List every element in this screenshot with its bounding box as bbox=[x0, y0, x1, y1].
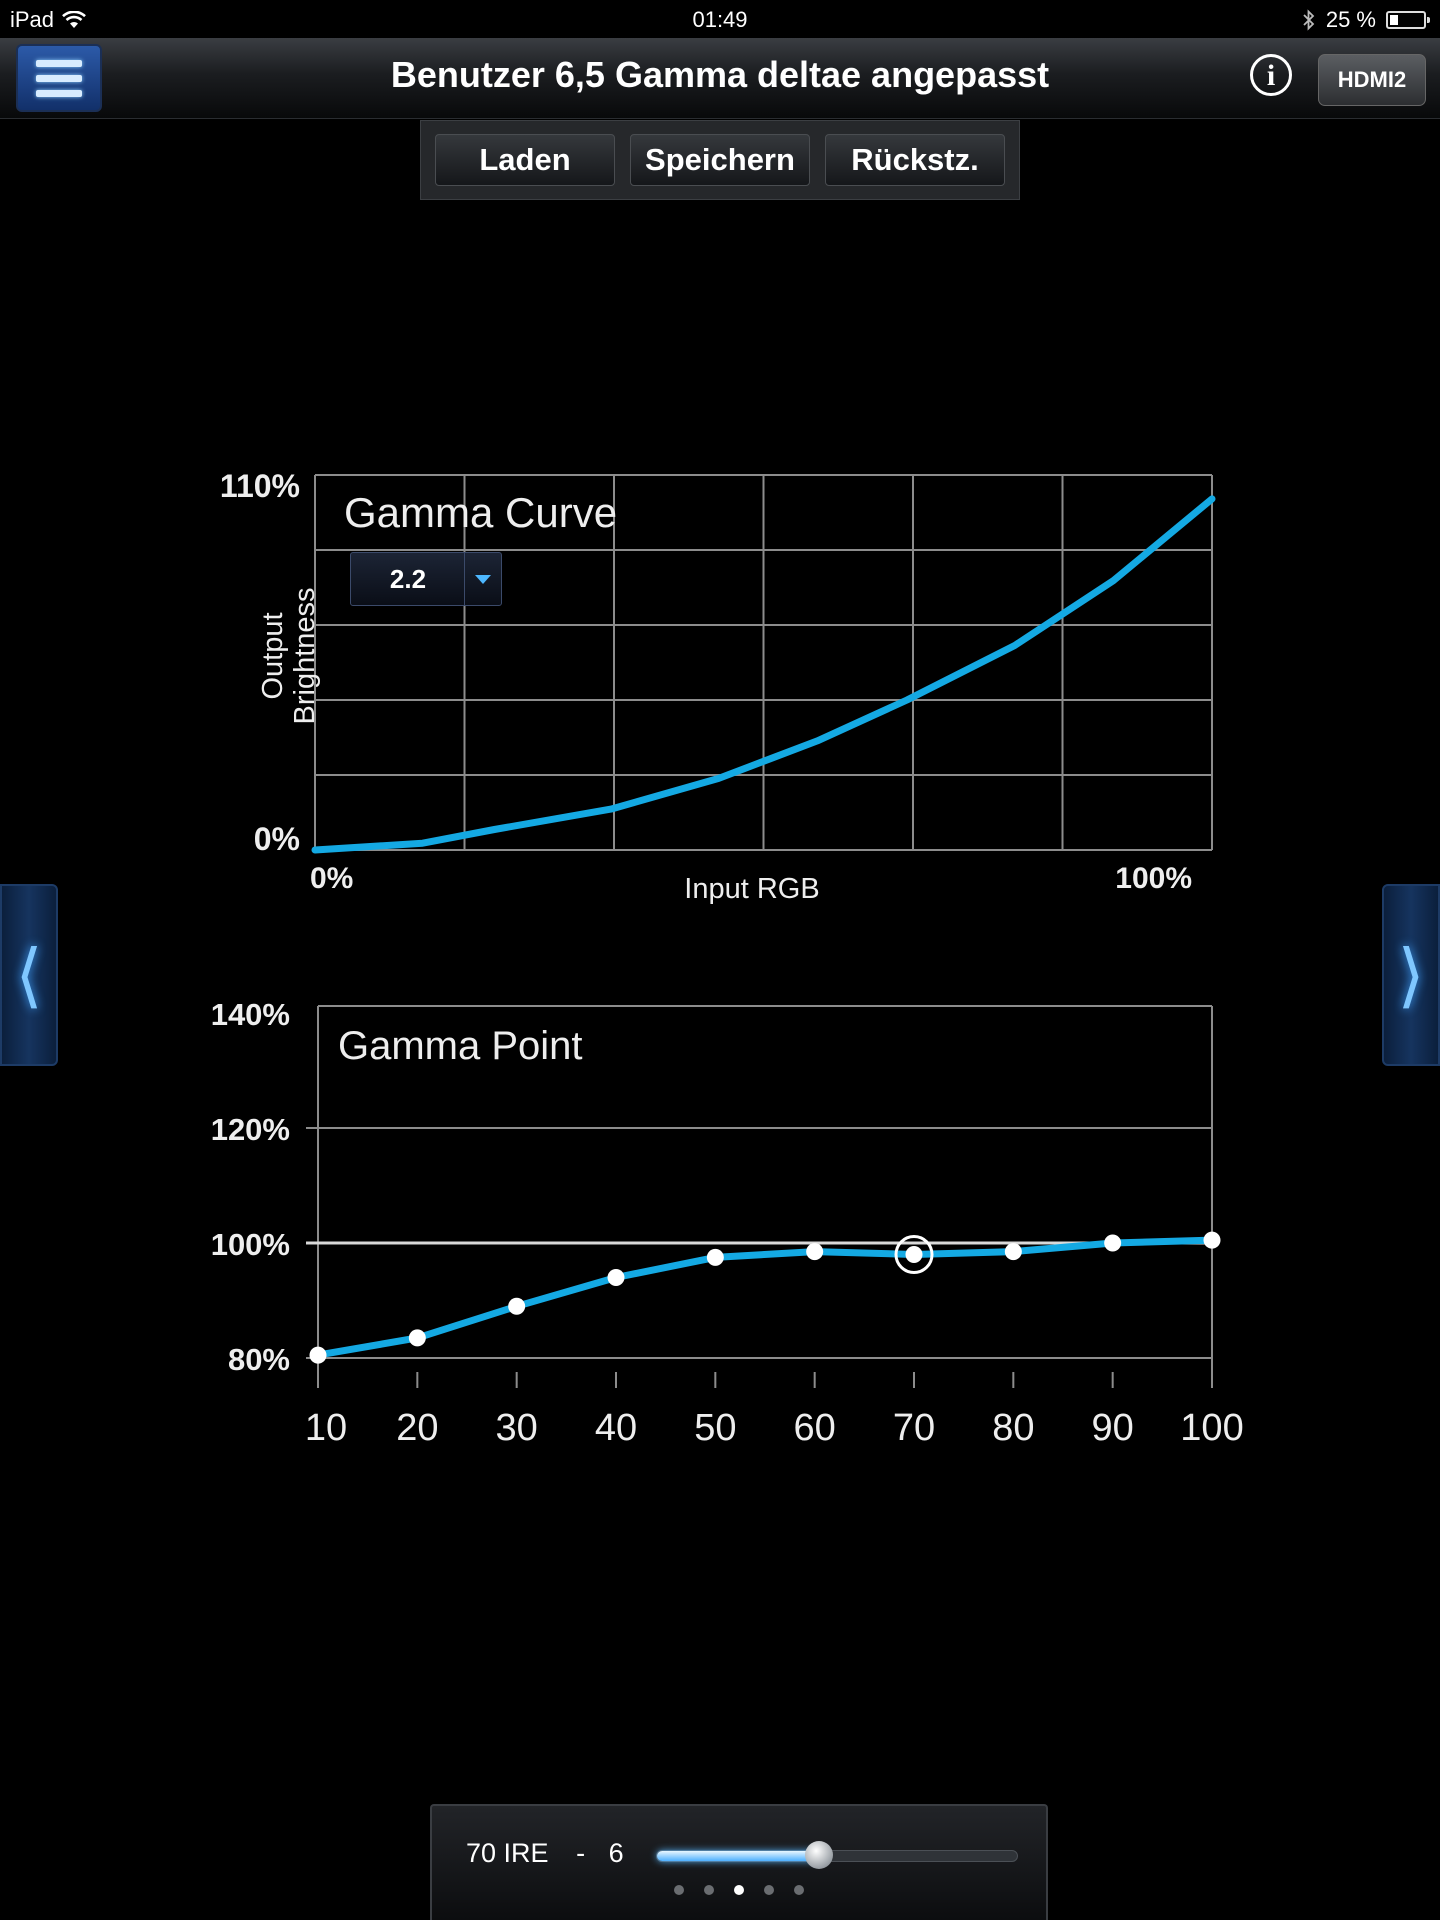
selected-point-ring bbox=[894, 1235, 934, 1274]
curve-ylabel: OutputBrightness bbox=[257, 587, 321, 724]
point-xtick-label: 10 bbox=[305, 1407, 347, 1449]
point-xtick-label: 70 bbox=[893, 1407, 935, 1449]
gamma-curve-series-line bbox=[311, 495, 1216, 854]
ire-readout: 70 IRE - 6 bbox=[466, 1838, 624, 1869]
status-bar: iPad 01:49 25 % bbox=[0, 0, 1440, 38]
page-dot[interactable] bbox=[794, 1885, 804, 1895]
page-indicator bbox=[432, 1882, 1046, 1900]
ire-adjust-panel: 70 IRE - 6 bbox=[430, 1804, 1048, 1920]
gamma-point-series-line bbox=[317, 1236, 1213, 1359]
clock: 01:49 bbox=[692, 7, 748, 32]
gamma-point-marker[interactable] bbox=[408, 1329, 426, 1347]
gamma-select[interactable]: 2.2 bbox=[350, 552, 502, 606]
curve-xtick-left: 0% bbox=[310, 862, 353, 895]
point-ytick-label: 120% bbox=[211, 1112, 290, 1147]
gamma-point-marker[interactable] bbox=[607, 1269, 625, 1286]
gamma-point-marker[interactable] bbox=[1004, 1243, 1022, 1261]
curve-xtick-right: 100% bbox=[1115, 862, 1192, 895]
gamma-select-value: 2.2 bbox=[389, 564, 427, 594]
battery-icon bbox=[1386, 11, 1430, 29]
wifi-icon bbox=[62, 11, 86, 28]
info-icon[interactable]: i bbox=[1250, 54, 1292, 96]
point-xtick-label: 40 bbox=[595, 1407, 637, 1449]
battery-fill bbox=[1390, 15, 1398, 25]
page-dot[interactable] bbox=[734, 1885, 744, 1895]
ire-slider-knob[interactable] bbox=[805, 1841, 833, 1869]
curve-xlabel: Input RGB bbox=[684, 873, 819, 905]
chevron-down-icon[interactable] bbox=[464, 553, 501, 605]
gamma-point-marker[interactable] bbox=[1203, 1231, 1221, 1249]
reset-button[interactable]: Rückstz. bbox=[825, 134, 1005, 186]
ire-value: 6 bbox=[608, 1838, 624, 1868]
gamma-curve-grid bbox=[314, 474, 1213, 851]
gamma-point-marker[interactable] bbox=[508, 1297, 526, 1315]
gamma-point-marker[interactable] bbox=[806, 1243, 824, 1261]
ire-separator: - bbox=[576, 1838, 586, 1868]
action-bar: Laden Speichern Rückstz. bbox=[420, 120, 1020, 200]
page-dot[interactable] bbox=[704, 1885, 714, 1895]
device-label: iPad bbox=[10, 7, 55, 32]
ire-slider[interactable] bbox=[656, 1841, 1018, 1869]
menu-button[interactable] bbox=[16, 44, 102, 112]
battery-percent: 25 % bbox=[1325, 7, 1376, 32]
previous-page-button[interactable]: ⟨ bbox=[0, 884, 58, 1066]
chevron-left-icon: ⟨ bbox=[15, 934, 43, 1016]
page-dot[interactable] bbox=[674, 1885, 684, 1895]
point-xtick-label: 80 bbox=[992, 1407, 1034, 1449]
chevron-right-icon: ⟩ bbox=[1397, 934, 1425, 1016]
point-ytick-label: 80% bbox=[228, 1342, 290, 1377]
menu-icon-bar bbox=[36, 74, 82, 82]
gamma-point-markers bbox=[309, 1231, 1221, 1364]
point-xtick-label: 100 bbox=[1180, 1407, 1243, 1449]
bluetooth-icon bbox=[1303, 9, 1315, 31]
point-xtick-label: 90 bbox=[1092, 1407, 1134, 1449]
ire-slider-fill bbox=[657, 1851, 819, 1861]
gamma-point-marker[interactable] bbox=[706, 1248, 724, 1266]
page-dot[interactable] bbox=[764, 1885, 774, 1895]
gamma-point-x-ticks: 10 20 30 40 50 60 70 80 90 100 bbox=[305, 1372, 1244, 1449]
page-title: Benutzer 6,5 Gamma deltae angepasst bbox=[390, 54, 1050, 95]
gamma-curve-title: Gamma Curve bbox=[344, 489, 617, 536]
ire-label: 70 IRE bbox=[466, 1838, 549, 1868]
point-ytick-label: 140% bbox=[211, 997, 290, 1032]
curve-ytick-top: 110% bbox=[220, 468, 300, 504]
point-xtick-label: 60 bbox=[794, 1407, 836, 1449]
save-button[interactable]: Speichern bbox=[630, 134, 810, 186]
title-bar: Benutzer 6,5 Gamma deltae angepasst i HD… bbox=[0, 38, 1440, 119]
point-xtick-label: 30 bbox=[496, 1407, 538, 1449]
menu-icon-bar bbox=[36, 59, 82, 67]
gamma-point-y-ticks: 140% 120% 100% 80% bbox=[211, 997, 290, 1377]
input-source-button[interactable]: HDMI2 bbox=[1318, 54, 1426, 106]
gamma-point-title: Gamma Point bbox=[338, 1024, 583, 1068]
gamma-point-marker[interactable] bbox=[905, 1246, 923, 1263]
load-button[interactable]: Laden bbox=[435, 134, 615, 186]
point-ytick-label: 100% bbox=[211, 1227, 290, 1262]
curve-ytick-bottom: 0% bbox=[254, 821, 300, 857]
menu-icon-bar bbox=[36, 89, 82, 97]
point-xtick-label: 20 bbox=[396, 1407, 438, 1449]
point-xtick-label: 50 bbox=[694, 1407, 736, 1449]
gamma-point-marker[interactable] bbox=[1104, 1234, 1122, 1252]
next-page-button[interactable]: ⟩ bbox=[1382, 884, 1440, 1066]
gamma-point-grid bbox=[306, 1005, 1213, 1388]
gamma-point-marker[interactable] bbox=[309, 1346, 327, 1364]
